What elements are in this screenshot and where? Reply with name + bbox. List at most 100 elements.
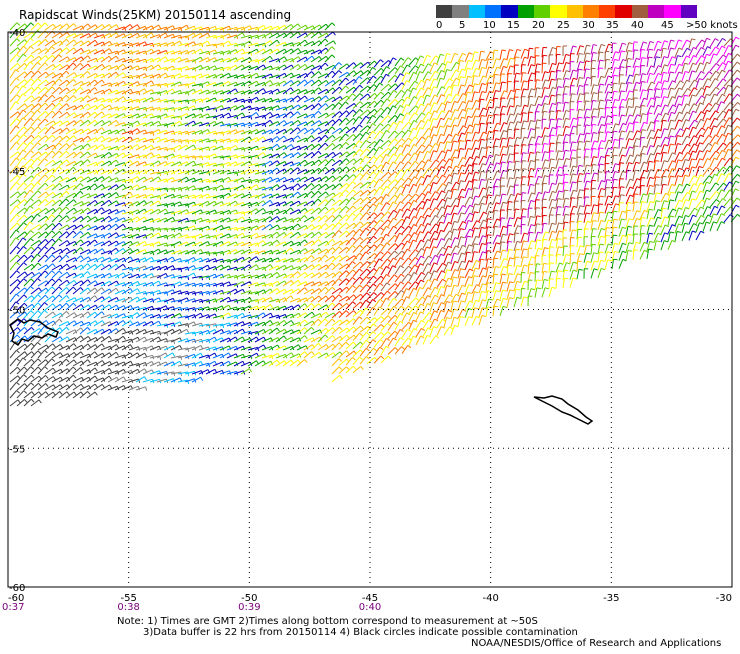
time-label: 0:37 [2,602,24,613]
wind-barb [276,146,287,150]
wind-barb [668,216,674,226]
wind-barb [227,284,238,288]
wind-barb [255,43,266,47]
wind-barb [472,148,479,157]
wind-barb [528,241,535,250]
wind-barb [682,71,689,80]
wind-barb [668,97,676,106]
wind-barb [94,242,105,246]
wind-barb [458,85,465,94]
wind-barb [395,243,405,250]
wind-barb [206,236,217,240]
wind-barb [465,236,471,246]
wind-barb [38,216,48,222]
wind-barb [87,58,98,62]
wind-barb [542,248,548,258]
wind-barb [689,127,696,136]
wind-barb [206,83,217,87]
wind-barb [94,282,105,286]
wind-barb [213,59,224,63]
wind-barb [430,327,437,336]
wind-barb [171,155,182,159]
wind-barb [318,328,328,334]
wind-barb [500,306,507,315]
wind-barb [521,297,527,307]
wind-barb [703,94,710,103]
wind-barb [395,233,403,242]
wind-barb [346,71,356,77]
time-label: 0:38 [117,602,139,613]
wind-barb [633,122,638,132]
wind-barb [465,252,471,262]
wind-barb [367,180,377,188]
wind-barb [325,273,336,278]
wind-barb [199,330,210,334]
wind-barb [465,173,473,182]
wind-barb [626,147,633,156]
wind-barb [31,240,42,246]
wind-barb [437,78,444,87]
wind-barb [402,145,410,154]
wind-barb [598,108,604,118]
wind-barb [234,162,245,166]
wind-barb [444,286,451,296]
wind-barb [269,99,280,103]
wind-barb [444,126,451,136]
wind-barb [437,54,444,63]
wind-barb [269,122,280,126]
wind-barb [24,206,33,214]
wind-barb [584,261,591,271]
wind-barb [80,385,91,390]
wind-barb [248,283,259,287]
wind-barb [115,283,126,287]
wind-barb [633,146,638,156]
wind-barb [479,123,485,133]
wind-barb [31,40,42,46]
wind-barb [703,118,711,127]
wind-barb [416,312,424,321]
wind-barb [17,80,27,86]
wind-barb [472,276,478,286]
wind-barb [486,155,493,164]
wind-barb [402,81,410,90]
wind-barb [241,347,252,351]
wind-barb [423,223,431,232]
wind-barb [710,222,717,231]
wind-barb [10,102,19,110]
wind-barb [451,261,458,270]
wind-barb [703,38,710,47]
wind-barb [206,308,217,312]
wind-barb [451,101,458,110]
wind-barb [395,121,403,130]
wind-barb [241,315,252,319]
wind-barb [479,147,486,157]
wind-barb [409,200,417,209]
wind-barb [423,295,431,304]
wind-barb [647,209,653,219]
lon-tick-label: -35 [603,593,619,604]
wind-barb [178,348,189,352]
wind-barb [143,178,154,182]
wind-barb [143,338,154,342]
wind-barb [122,51,133,55]
wind-barb [157,243,168,247]
wind-barb [724,85,732,94]
wind-barb [206,252,217,256]
wind-barb [395,347,405,355]
wind-barb [304,249,315,254]
wind-barb [304,98,315,102]
wind-barb [416,287,423,296]
wind-barb [178,75,189,79]
wind-barb [87,145,98,150]
wind-barb [570,278,577,288]
wind-barb [276,129,287,134]
wind-barb [640,90,646,100]
wind-barb [346,270,356,277]
wind-barb [59,354,70,358]
wind-barb [388,347,398,354]
wind-barb [682,175,689,185]
wind-barb [493,243,500,252]
wind-barb [535,288,541,298]
wind-barb [689,71,696,81]
wind-barb [395,290,404,298]
